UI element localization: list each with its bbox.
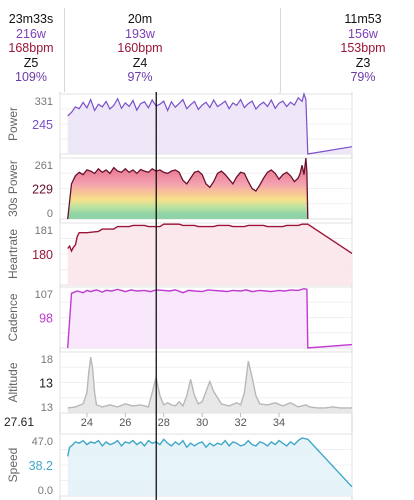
panel-name-label: Power <box>6 107 20 141</box>
panel-4-line <box>67 287 353 349</box>
x-tick-label: 34 <box>273 417 285 429</box>
panel-name-label: Heartrate <box>6 229 20 279</box>
panel-5-area <box>67 357 352 413</box>
cursor-value-label: 245 <box>32 118 53 132</box>
y-min-label: 0 <box>47 208 53 220</box>
segment-summary-3[interactable]: 11m53 156w 153bpm Z3 79% <box>328 12 398 85</box>
y-max-label: 261 <box>35 160 53 172</box>
panel-1-line <box>67 92 353 155</box>
cursor-value-label: 13 <box>39 377 53 391</box>
x-tick-label: 26 <box>119 417 131 429</box>
cursor-value-label: 229 <box>32 183 53 197</box>
charts-canvas[interactable]: Power 331 245 30s Power 261 229 0 Heartrate 181 1… <box>0 92 414 500</box>
thirty-second-power-area <box>67 158 308 219</box>
panel-6-line <box>67 437 353 488</box>
segment-divider <box>64 8 65 92</box>
cursor-value-label: 38.2 <box>29 459 53 473</box>
x-tick-label: 24 <box>81 417 93 429</box>
activity-charts[interactable]: Power 331 245 30s Power 261 229 0 Heartrate 181 1… <box>0 92 414 500</box>
panel-name-label: 30s Power <box>6 160 20 217</box>
panel-name-label: Cadence <box>6 293 20 341</box>
y-max-label: 47.0 <box>32 436 53 448</box>
panel-name-label: Speed <box>6 448 20 483</box>
x-tick-label: 32 <box>234 417 246 429</box>
y-max-label: 107 <box>35 289 53 301</box>
segment-power: 156w <box>348 26 378 41</box>
x-tick-label: 30 <box>196 417 208 429</box>
segment-heartrate: 153bpm <box>340 41 386 56</box>
segment-zone: Z5 <box>23 55 39 70</box>
segment-power: 193w <box>125 26 155 41</box>
segment-duration: 11m53 <box>344 12 382 26</box>
y-max-label: 331 <box>35 96 53 108</box>
panel-4-area <box>67 288 352 348</box>
panel-name-label: Altitude <box>6 362 20 402</box>
segment-percent: 97% <box>127 70 153 85</box>
segment-divider <box>280 8 281 92</box>
y-min-label: 13 <box>41 402 53 414</box>
segment-zone: Z4 <box>132 55 148 70</box>
panel-3-line <box>67 223 353 254</box>
cursor-position-label: 27.61 <box>4 415 34 429</box>
segment-summary-header: 23m33s 216w 168bpm Z5 109% 20m 193w 160b… <box>0 0 414 92</box>
cursor-value-label: 180 <box>32 248 53 262</box>
panel-6-area <box>67 438 352 496</box>
panel-1-area <box>67 94 352 154</box>
segment-percent: 109% <box>15 70 47 85</box>
segment-duration: 20m <box>127 12 153 26</box>
segment-power: 216w <box>16 26 46 41</box>
x-tick-label: 28 <box>158 417 170 429</box>
segment-zone: Z3 <box>355 55 371 70</box>
y-max-label: 181 <box>35 225 53 237</box>
segment-summary-1[interactable]: 23m33s 216w 168bpm Z5 109% <box>0 12 62 85</box>
segment-heartrate: 160bpm <box>117 41 163 56</box>
y-min-label: 0.0 <box>38 485 53 497</box>
segment-percent: 79% <box>350 70 376 85</box>
panel-5-line <box>67 356 352 409</box>
cursor-value-label: 98 <box>39 312 53 326</box>
segment-summary-2[interactable]: 20m 193w 160bpm Z4 97% <box>100 12 180 85</box>
thirty-second-power-line <box>67 157 309 220</box>
panel-3-area <box>67 224 352 285</box>
segment-heartrate: 168bpm <box>8 41 54 56</box>
segment-duration: 23m33s <box>8 12 54 26</box>
y-max-label: 18 <box>41 354 53 366</box>
